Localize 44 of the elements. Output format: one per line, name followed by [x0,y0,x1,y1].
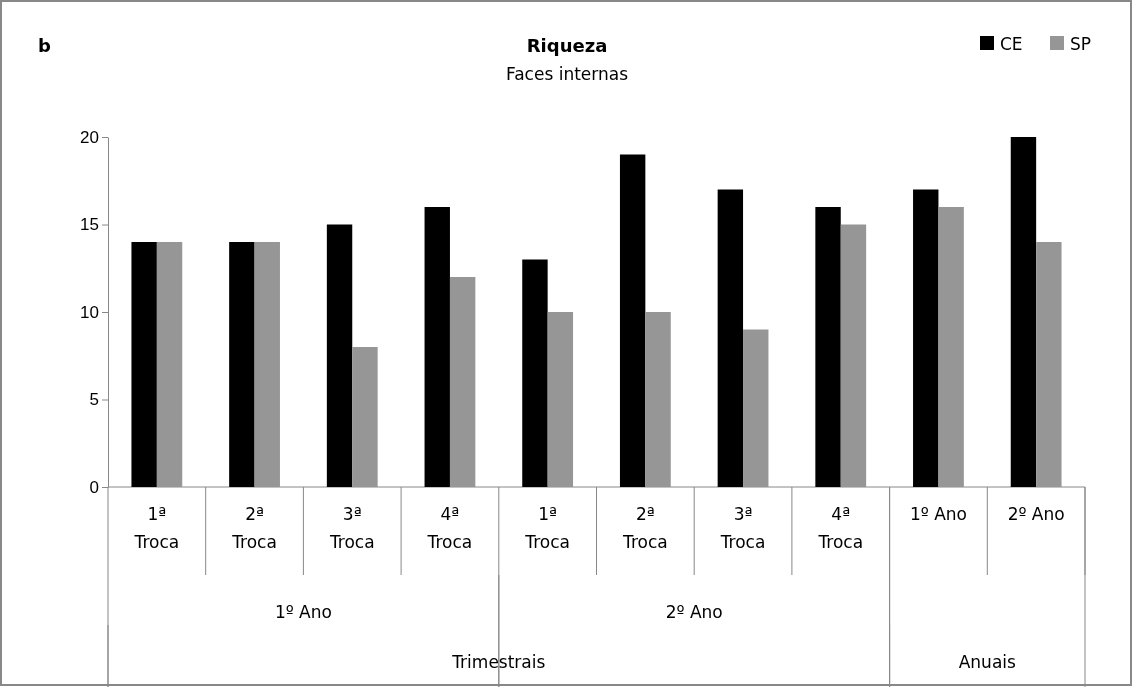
bar [1010,137,1037,487]
x-tick-label: 2º Ano [1007,504,1065,524]
bar [717,189,744,487]
bar [449,277,476,487]
text: 1º Ano [274,602,332,622]
x-tick-label: 2ª Troca [231,504,277,552]
x-tick-label: 2ª Troca [622,504,668,552]
bar [619,154,646,487]
bar [938,207,964,487]
chart-subtitle: Faces internas [505,64,629,84]
text: b [38,35,51,56]
y-tick-label: 15 [80,215,99,235]
y-tick-label: 0 [89,477,99,497]
y-tick-label: 10 [80,302,99,322]
bar [1036,242,1062,487]
y-tick-label: 5 [89,390,99,410]
bar [424,207,450,487]
bar [522,259,548,487]
bar [156,242,183,487]
bar [913,189,939,487]
x-tick-label: 3ª Troca [328,504,375,552]
x-tick-label: 4ª Troca [817,504,864,552]
bar [815,207,841,487]
text: Trimestrais [451,652,546,672]
text: 2º Ano [665,602,723,622]
x-tick-label: 1ª Troca [133,504,180,552]
x-tick-label: 1ª Troca [524,504,570,552]
bar [743,329,769,487]
legend-label: SP [1070,34,1092,54]
legend-label: CE [1000,34,1023,54]
bar [131,242,157,487]
bar [352,347,378,487]
bar [229,242,255,487]
bar [840,224,867,487]
x-tick-label: 1º Ano [909,504,967,524]
bar [326,224,353,487]
y-tick-label: 20 [80,127,99,147]
x-tick-label: 3ª Troca [719,504,766,552]
x-tick-label: 4ª Troca [426,504,473,552]
bar [547,312,574,487]
bar [645,312,671,487]
text: Anuais [958,652,1017,672]
chart-title: Riqueza [526,35,608,56]
bar [254,242,280,487]
